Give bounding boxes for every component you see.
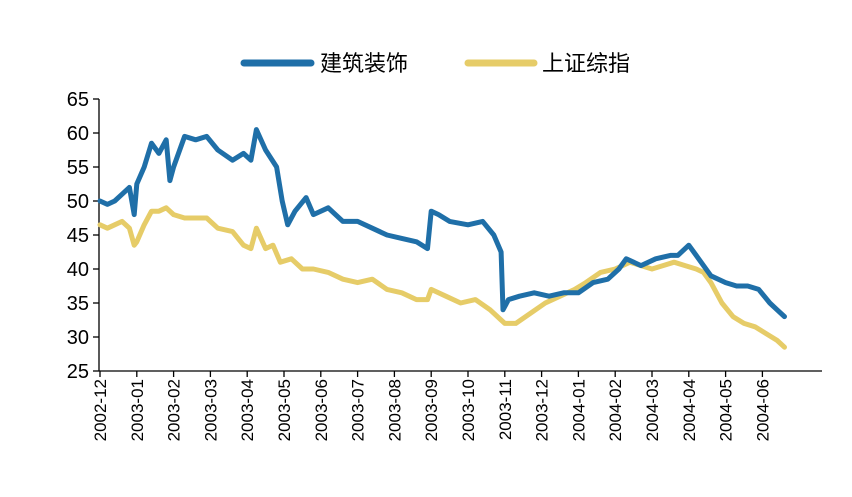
y-tick-label: 45 [67,225,89,247]
legend-label: 上证综指 [542,52,630,77]
y-tick-label: 30 [67,327,89,349]
y-tick-label: 65 [67,89,89,111]
series-line [97,205,787,350]
x-tick-label: 2002-12 [91,379,110,441]
x-tick-label: 2004-06 [753,379,772,441]
y-tick-label: 35 [67,293,89,315]
x-tick-label: 2003-05 [275,379,294,441]
x-tick-label: 2003-02 [165,379,184,441]
x-tick-label: 2003-11 [496,379,515,440]
x-axis: 2002-12 2003-01 2003-02 2003-03 2003-04 2003-… [91,370,822,441]
series-group [97,127,787,350]
legend-label: 建筑装饰 [320,52,408,77]
y-tick-label: 50 [67,191,89,213]
x-tick-label: 2003-07 [349,379,368,441]
x-tick-label: 2003-12 [533,379,552,441]
x-tick-label: 2003-04 [238,379,257,441]
y-tick-label: 40 [67,259,89,281]
y-tick-label: 25 [67,361,89,383]
x-tick-label: 2004-01 [569,379,588,441]
y-tick-label: 55 [67,157,89,179]
y-axis: 25 30 35 40 45 50 55 60 65 [67,89,100,383]
x-tick-label: 2003-08 [385,379,404,441]
x-tick-label: 2004-05 [717,379,736,441]
legend: 建筑装饰 上证综指 [240,52,630,77]
x-tick-label: 2003-03 [201,379,220,441]
y-tick-label: 60 [67,123,89,145]
x-tick-label: 2003-01 [128,379,147,441]
x-tick-label: 2004-04 [680,379,699,441]
x-tick-label: 2004-02 [606,379,625,441]
x-tick-label: 2004-03 [643,379,662,441]
x-tick-label: 2003-06 [312,379,331,441]
series-line [97,127,787,320]
x-tick-label: 2003-10 [459,379,478,441]
x-tick-label: 2003-09 [422,379,441,441]
